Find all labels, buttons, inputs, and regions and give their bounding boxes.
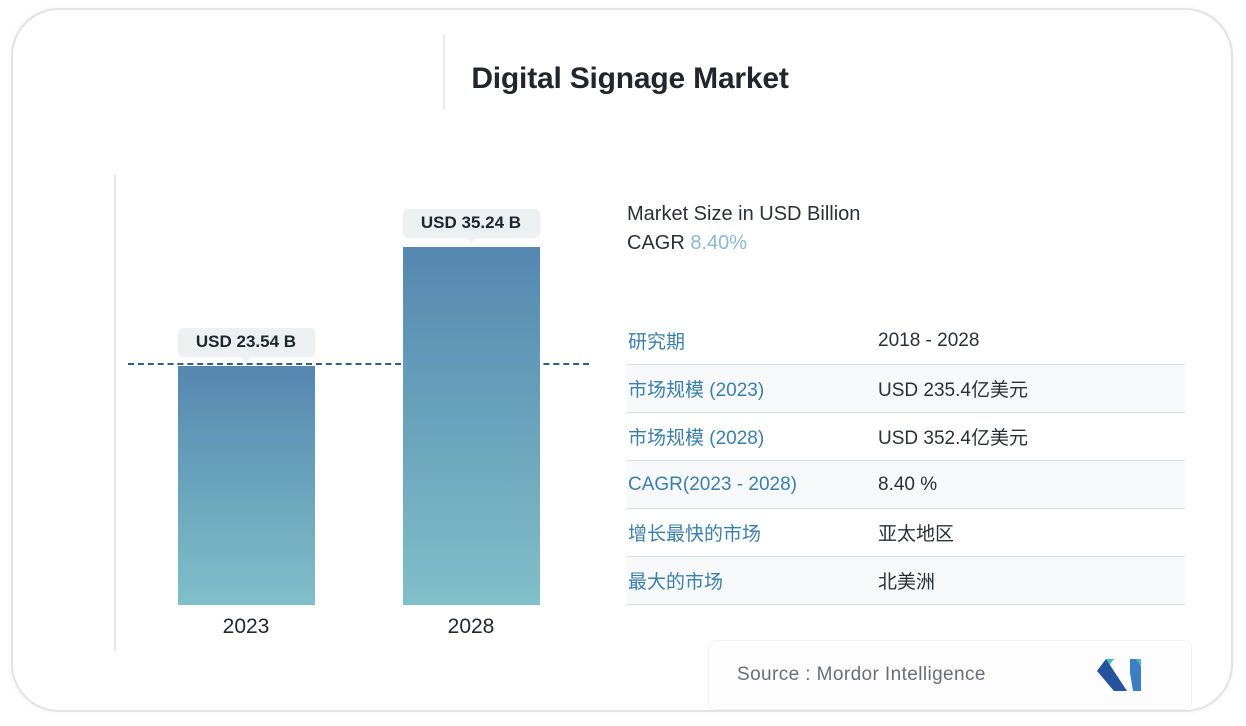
page-title: Digital Signage Market (471, 62, 789, 95)
mordor-intelligence-logo (1097, 659, 1141, 691)
table-row: 增长最快的市场 亚太地区 (627, 509, 1185, 557)
bar-value-tooltip: USD 35.24 B (402, 209, 540, 243)
row-value: USD 235.4亿美元 (878, 380, 1028, 401)
source-footer: Source : Mordor Intelligence (708, 640, 1192, 710)
source-text: Source : Mordor Intelligence (737, 664, 986, 686)
bar-value-tooltip: USD 23.54 B (177, 328, 315, 362)
row-value: 北美洲 (878, 572, 936, 593)
row-label: 增长最快的市场 (628, 524, 762, 545)
table-row: 最大的市场 北美洲 (627, 557, 1185, 605)
bar-rect (177, 366, 315, 605)
table-row: 研究期 2018 - 2028 (627, 317, 1185, 365)
reference-dashed-line (128, 363, 589, 365)
row-label: CAGR(2023 - 2028) (628, 473, 797, 495)
cagr-value: 8.40% (690, 232, 748, 254)
market-size-unit-label: Market Size in USD Billion (627, 203, 861, 225)
title-divider (443, 35, 445, 109)
market-info-table: 研究期 2018 - 2028 市场规模 (2023) USD 235.4亿美元 市场规… (627, 317, 1185, 605)
row-label: 研究期 (628, 332, 686, 353)
cagr-line: CAGR 8.40% (627, 229, 860, 258)
row-label: 市场规模 (2023) (628, 380, 765, 401)
x-axis-label: 2028 (447, 615, 495, 638)
row-label: 市场规模 (2028) (628, 428, 765, 449)
table-row: 市场规模 (2028) USD 352.4亿美元 (627, 413, 1185, 461)
row-value: 8.40 % (878, 473, 938, 495)
row-value: 亚太地区 (878, 524, 955, 545)
bar-2023 (177, 366, 315, 605)
bar-rect (402, 247, 540, 605)
chart-subtitle: Market Size in USD Billion CAGR 8.40% (627, 200, 860, 258)
table-row: CAGR(2023 - 2028) 8.40 % (627, 461, 1185, 509)
source-label: Source : (737, 664, 811, 685)
source-value: Mordor Intelligence (816, 664, 986, 685)
row-value: 2018 - 2028 (878, 329, 980, 351)
row-label: 最大的市场 (628, 572, 724, 593)
bar-2028 (402, 247, 540, 605)
row-value: USD 352.4亿美元 (878, 428, 1028, 449)
x-axis-label: 2023 (222, 615, 270, 638)
cagr-label: CAGR (627, 232, 685, 254)
table-row: 市场规模 (2023) USD 235.4亿美元 (627, 365, 1185, 413)
bar-chart-panel: USD 23.54 B 2023 USD 35.24 B 2028 (114, 175, 589, 651)
